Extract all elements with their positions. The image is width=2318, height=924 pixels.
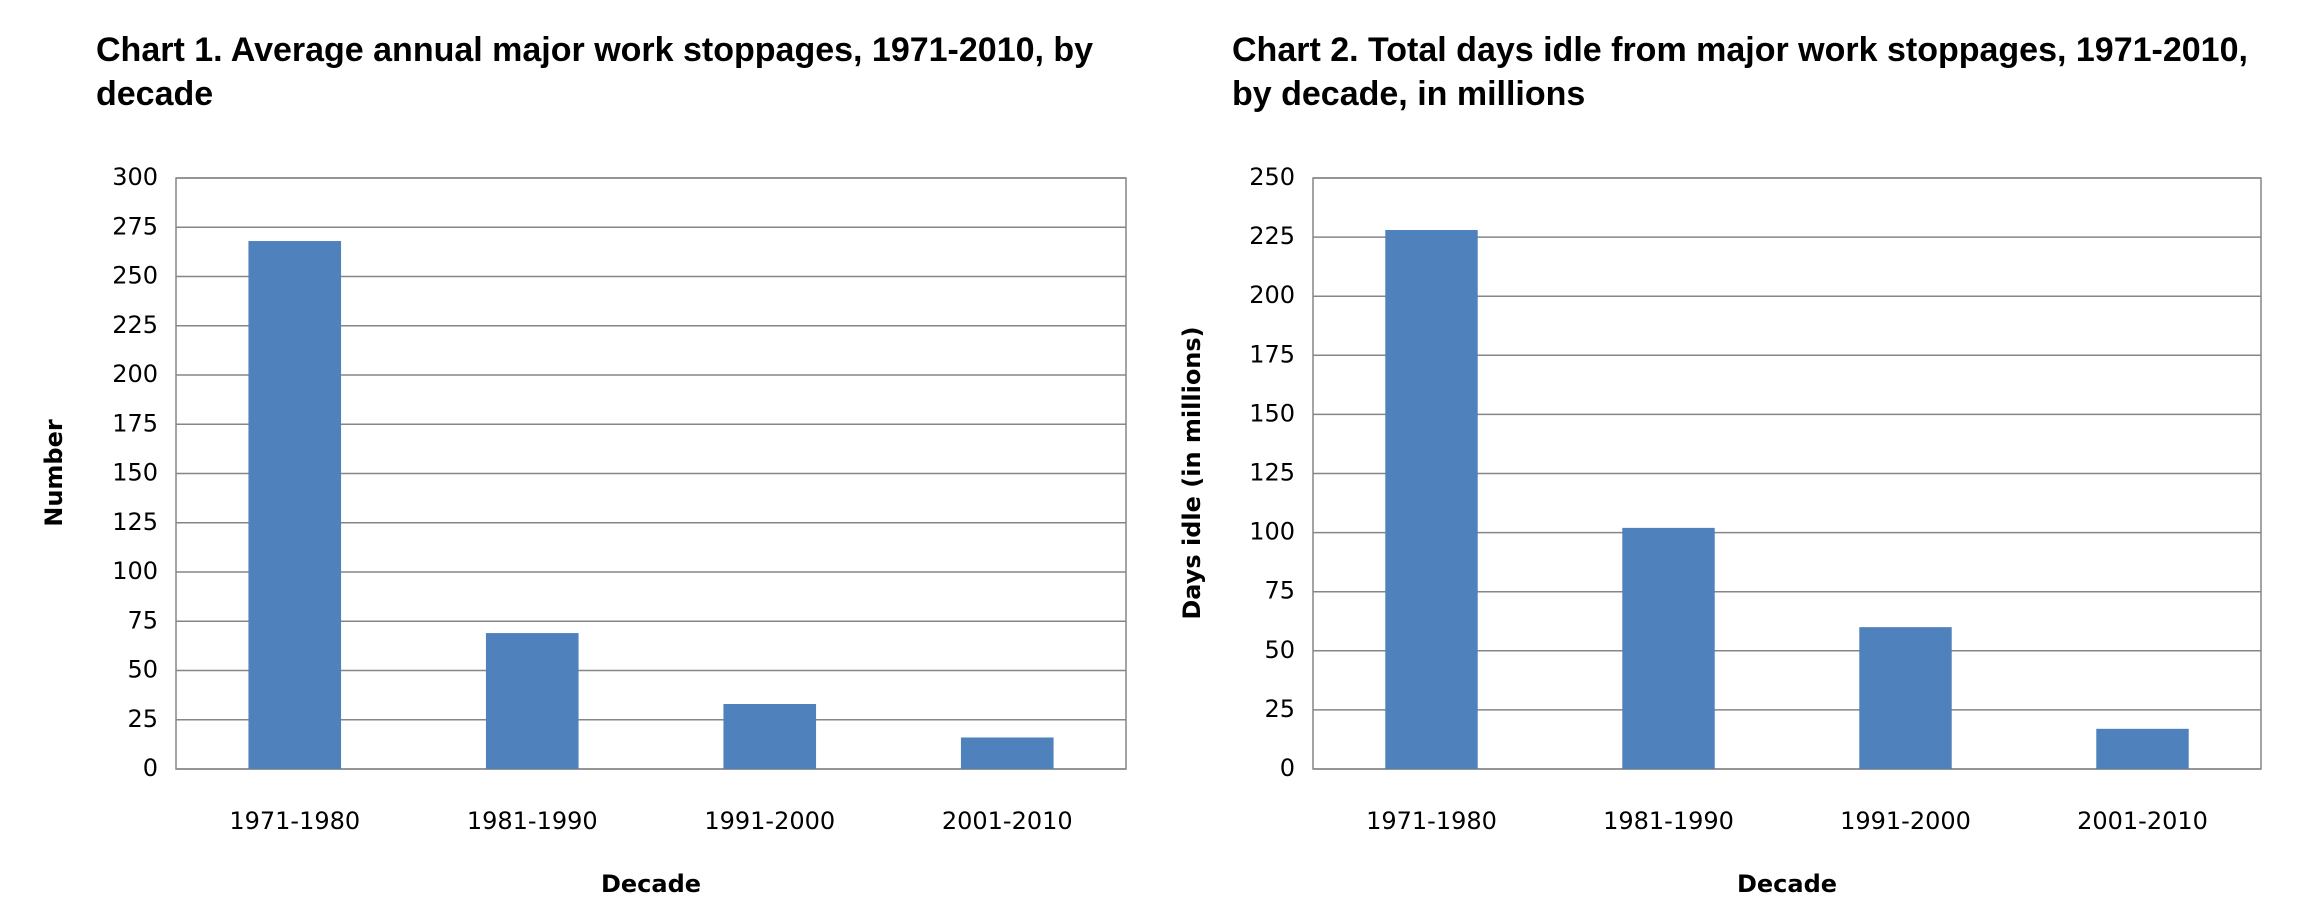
x-tick-label: 1981-1990: [1603, 807, 1734, 835]
y-tick-label: 100: [112, 557, 158, 585]
y-tick-label: 200: [1249, 281, 1295, 309]
y-tick-label: 225: [112, 311, 158, 339]
x-tick-label: 2001-2010: [942, 807, 1073, 835]
y-tick-label: 0: [1280, 754, 1295, 782]
y-tick-label: 125: [1249, 459, 1295, 487]
bar: [248, 241, 342, 770]
y-tick-label: 25: [1264, 695, 1295, 723]
y-tick-label: 25: [127, 705, 158, 733]
plot-border: [175, 177, 1127, 770]
y-tick-label: 75: [1264, 577, 1295, 605]
y-tick-label: 150: [1249, 399, 1295, 427]
chart-title: Chart 1. Average annual major work stopp…: [96, 31, 1094, 113]
bar: [2096, 728, 2189, 769]
x-axis-title: Decade: [601, 870, 701, 898]
x-tick-label: 1971-1980: [1366, 807, 1497, 835]
bar: [960, 737, 1054, 769]
y-tick-label: 175: [1249, 340, 1295, 368]
bar: [1385, 230, 1478, 769]
bar: [485, 633, 579, 769]
x-tick-label: 1991-2000: [704, 807, 835, 835]
y-tick-label: 50: [127, 656, 158, 684]
y-tick-label: 250: [1249, 163, 1295, 191]
y-tick-label: 250: [112, 262, 158, 290]
bar: [723, 703, 817, 769]
y-tick-label: 275: [112, 212, 158, 240]
y-axis-title: Days idle (in millions): [1178, 326, 1206, 619]
y-axis-title: Number: [40, 419, 68, 527]
plot-border: [1312, 177, 2262, 770]
y-tick-label: 300: [112, 163, 158, 191]
y-tick-label: 50: [1264, 636, 1295, 664]
x-tick-label: 1971-1980: [229, 807, 360, 835]
x-tick-label: 1981-1990: [467, 807, 598, 835]
y-tick-label: 225: [1249, 222, 1295, 250]
y-tick-label: 150: [112, 459, 158, 487]
y-tick-label: 125: [112, 508, 158, 536]
x-tick-label: 2001-2010: [2077, 807, 2208, 835]
chart-title: Chart 2. Total days idle from major work…: [1232, 31, 2248, 113]
x-tick-label: 1991-2000: [1840, 807, 1971, 835]
y-tick-label: 175: [112, 409, 158, 437]
bar: [1859, 627, 1952, 769]
x-axis-title: Decade: [1737, 870, 1837, 898]
y-tick-label: 75: [127, 606, 158, 634]
y-tick-label: 100: [1249, 518, 1295, 546]
bar: [1622, 527, 1715, 769]
y-tick-label: 0: [143, 754, 158, 782]
y-tick-label: 200: [112, 360, 158, 388]
